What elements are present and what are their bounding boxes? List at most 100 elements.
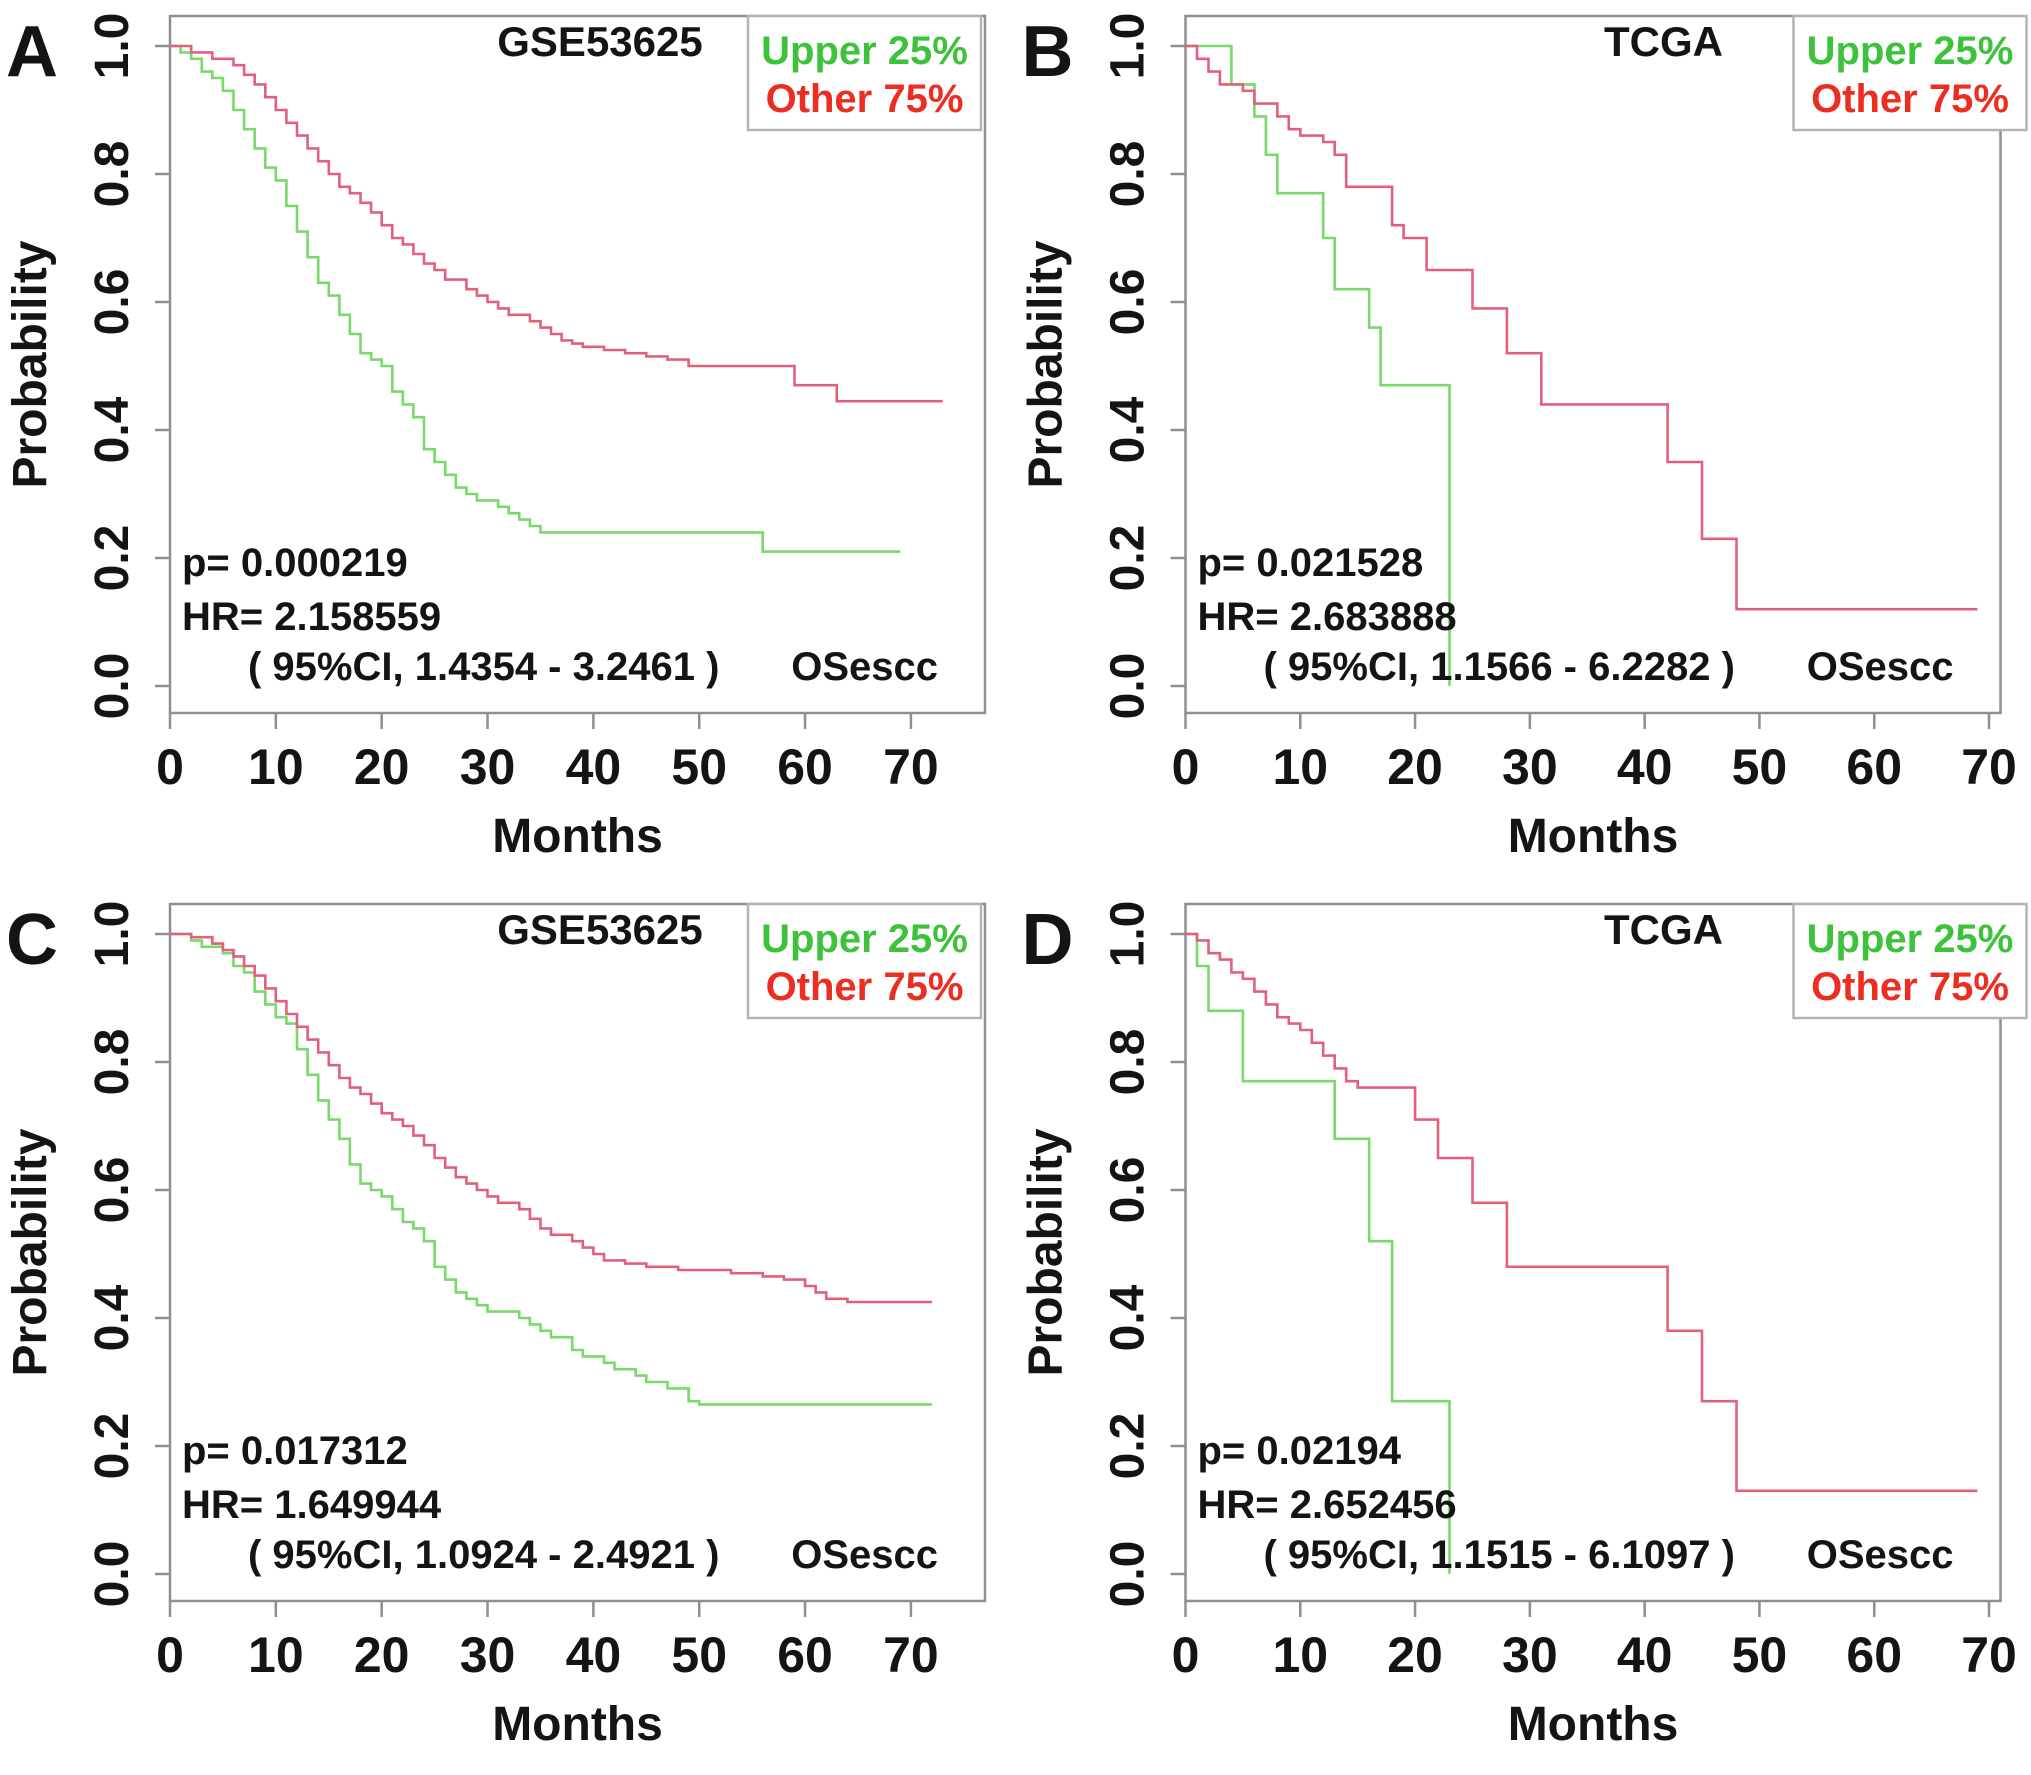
panel-letter: B [1022,12,1074,92]
y-axis-label: Probability [1020,1128,1073,1376]
y-tick-label: 0.0 [86,653,139,720]
legend-upper-label: Upper 25% [761,29,968,73]
x-tick-label: 20 [354,1627,410,1683]
y-tick-label: 0.0 [1102,1541,1155,1608]
x-tick-label: 70 [883,1627,939,1683]
y-tick-label: 0.8 [1102,1029,1155,1096]
plot-title: TCGA [1604,906,1723,953]
legend-box [746,14,983,132]
plot-frame [168,14,987,715]
x-tick-label: 20 [354,739,410,795]
x-tick-label: 10 [248,739,304,795]
survival-curve-other75 [1185,932,1978,1493]
y-tick-label: 0.6 [1102,1157,1155,1224]
x-tick-label: 40 [566,1627,622,1683]
y-axis-label: Probability [4,1128,57,1376]
y-tick-label: 1.0 [1102,13,1155,80]
legend-other-label: Other 75% [1811,77,2009,121]
endpoint-label: OSescc [791,645,938,689]
x-tick-label: 60 [777,1627,833,1683]
y-axis-label: Probability [4,240,57,488]
p-value-text: p= 0.02194 [1198,1429,1402,1473]
km-plot-D: 0.0 0.2 0.4 0.6 0.8 1.0 0 10 20 30 40 50 60 70 Probabi… [1020,900,2028,1751]
x-tick-label: 50 [1732,739,1788,795]
hazard-ratio-text: HR= 2.158559 [182,595,441,639]
survival-curve-upper25 [170,44,901,553]
x-axis-label: Months [492,810,663,863]
x-tick-label: 20 [1387,739,1443,795]
p-value-text: p= 0.021528 [1198,541,1424,585]
x-tick-label: 0 [1172,1627,1200,1683]
y-tick-label: 1.0 [86,13,139,80]
km-plot-C: 0.0 0.2 0.4 0.6 0.8 1.0 0 10 20 30 40 50 60 70 Probabi… [4,900,987,1751]
x-tick-label: 40 [566,739,622,795]
y-tick-label: 1.0 [1102,901,1155,968]
legend-other-label: Other 75% [766,965,964,1009]
legend-upper-label: Upper 25% [761,917,968,961]
y-tick-label: 1.0 [86,901,139,968]
x-tick-label: 60 [1846,739,1902,795]
endpoint-label: OSescc [1807,1533,1954,1577]
panel-letter: D [1022,900,1074,980]
x-tick-label: 0 [1172,739,1200,795]
y-tick-label: 0.2 [86,1413,139,1480]
y-axis-label: Probability [1020,240,1073,488]
y-tick-label: 0.2 [1102,525,1155,592]
x-tick-label: 30 [1502,739,1558,795]
p-value-text: p= 0.017312 [182,1429,408,1473]
legend-upper-label: Upper 25% [1807,917,2014,961]
legend-other-label: Other 75% [1811,965,2009,1009]
x-tick-label: 30 [1502,1627,1558,1683]
x-axis-label: Months [492,1698,663,1751]
y-tick-label: 0.6 [1102,269,1155,336]
x-tick-label: 60 [1846,1627,1902,1683]
y-tick-label: 0.4 [1102,1284,1155,1351]
legend-box [1792,902,2028,1020]
plot-title: GSE53625 [497,906,703,953]
survival-curve-other75 [170,44,943,403]
panel-C: 0.0 0.2 0.4 0.6 0.8 1.0 0 10 20 30 40 50 60 70 Probabi… [0,888,1015,1775]
plot-title: GSE53625 [497,18,703,65]
legend-upper-label: Upper 25% [1807,29,2014,73]
x-tick-label: 50 [671,1627,727,1683]
plot-title: TCGA [1604,18,1723,65]
panel-A: 0.0 0.2 0.4 0.6 0.8 1.0 0 10 20 30 40 50 60 70 Probabi… [0,0,1015,887]
km-plot-A: 0.0 0.2 0.4 0.6 0.8 1.0 0 10 20 30 40 50 60 70 Probabi… [4,12,987,863]
y-tick-label: 0.2 [86,525,139,592]
y-tick-label: 0.8 [86,1029,139,1096]
confidence-interval-text: ( 95%CI, 1.1566 - 6.2282 ) [1264,645,1735,689]
plot-frame [1184,14,2002,715]
endpoint-label: OSescc [791,1533,938,1577]
y-tick-label: 0.6 [86,269,139,336]
confidence-interval-text: ( 95%CI, 1.0924 - 2.4921 ) [248,1533,719,1577]
x-tick-label: 40 [1617,739,1673,795]
panel-B: 0.0 0.2 0.4 0.6 0.8 1.0 0 10 20 30 40 50 60 70 Probabi… [1015,0,2031,887]
y-tick-label: 0.8 [86,141,139,208]
y-tick-label: 0.8 [1102,141,1155,208]
y-tick-label: 0.4 [86,1284,139,1351]
legend-box [746,902,983,1020]
x-tick-label: 10 [1272,739,1328,795]
y-tick-label: 0.0 [86,1541,139,1608]
x-tick-label: 30 [460,1627,516,1683]
panel-letter: C [6,900,58,980]
x-tick-label: 0 [156,739,184,795]
confidence-interval-text: ( 95%CI, 1.4354 - 3.2461 ) [248,645,719,689]
x-axis-label: Months [1508,810,1679,863]
plot-frame [1184,902,2002,1603]
x-tick-label: 30 [460,739,516,795]
x-axis-label: Months [1508,1698,1679,1751]
x-tick-label: 70 [883,739,939,795]
hazard-ratio-text: HR= 2.683888 [1198,595,1457,639]
x-tick-label: 10 [1272,1627,1328,1683]
x-tick-label: 20 [1387,1627,1443,1683]
x-tick-label: 60 [777,739,833,795]
x-tick-label: 0 [156,1627,184,1683]
confidence-interval-text: ( 95%CI, 1.1515 - 6.1097 ) [1264,1533,1735,1577]
p-value-text: p= 0.000219 [182,541,408,585]
legend-other-label: Other 75% [766,77,964,121]
km-plot-B: 0.0 0.2 0.4 0.6 0.8 1.0 0 10 20 30 40 50 60 70 Probabi… [1020,12,2028,863]
plot-frame [168,902,987,1603]
x-tick-label: 40 [1617,1627,1673,1683]
